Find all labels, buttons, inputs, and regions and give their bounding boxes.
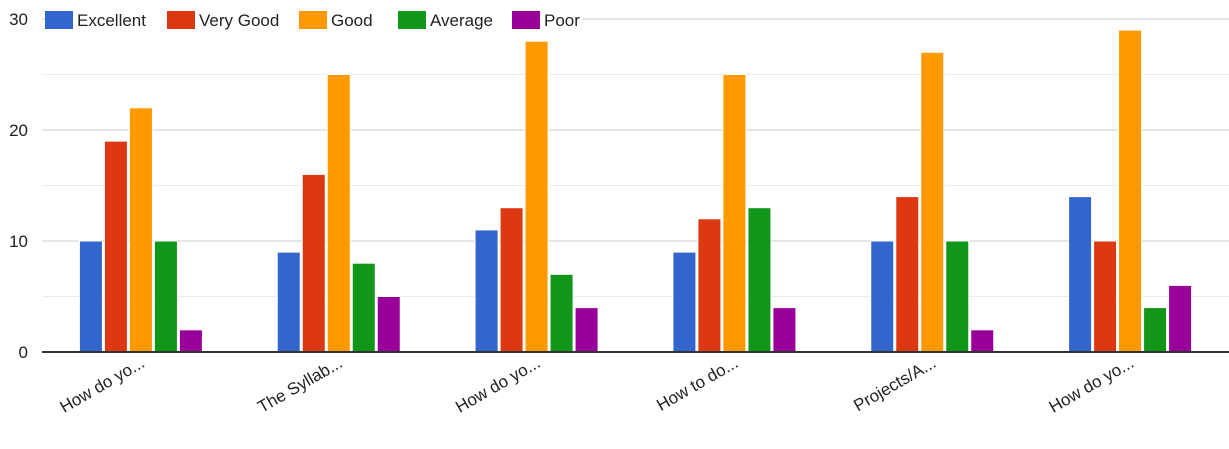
legend-swatch[interactable] [45, 11, 73, 29]
y-tick-label: 10 [9, 232, 28, 251]
bar-very-good[interactable] [301, 173, 326, 353]
legend-label[interactable]: Good [331, 11, 373, 30]
bar-excellent[interactable] [1068, 196, 1093, 353]
bar-poor[interactable] [970, 329, 995, 353]
legend-label[interactable]: Average [430, 11, 493, 30]
legend-label[interactable]: Excellent [77, 11, 146, 30]
legend-swatch[interactable] [167, 11, 195, 29]
bar-poor[interactable] [178, 329, 203, 353]
bar-poor[interactable] [1168, 284, 1193, 353]
legend-swatch[interactable] [398, 11, 426, 29]
y-tick-label: 0 [19, 343, 28, 362]
bar-average[interactable] [351, 262, 376, 353]
x-tick-label: How do yo... [452, 353, 543, 417]
bar-poor[interactable] [376, 296, 401, 353]
y-tick-label: 30 [9, 10, 28, 29]
bar-average[interactable] [153, 240, 178, 353]
bar-average[interactable] [747, 207, 772, 353]
bar-average[interactable] [549, 273, 574, 353]
x-tick-label: How do yo... [1046, 353, 1137, 417]
bar-very-good[interactable] [697, 218, 722, 353]
x-tick-label: The Syllab... [254, 353, 345, 417]
bar-very-good[interactable] [895, 196, 920, 353]
gridlines [42, 18, 1229, 297]
y-tick-label: 20 [9, 121, 28, 140]
legend-swatch[interactable] [299, 11, 327, 29]
legend[interactable]: Excellent Very Good Good Average Poor [45, 11, 582, 30]
bar-average[interactable] [1143, 307, 1168, 353]
bar-excellent[interactable] [78, 240, 103, 353]
bar-excellent[interactable] [870, 240, 895, 353]
bar-poor[interactable] [772, 307, 797, 353]
bar-excellent[interactable] [276, 251, 301, 353]
bar-good[interactable] [1118, 29, 1143, 353]
bar-good[interactable] [524, 40, 549, 353]
bar-good[interactable] [722, 74, 747, 353]
bar-very-good[interactable] [103, 140, 128, 353]
bar-good[interactable] [128, 107, 153, 353]
legend-swatch[interactable] [512, 11, 540, 29]
bar-excellent[interactable] [474, 229, 499, 353]
legend-label[interactable]: Very Good [199, 11, 279, 30]
bar-good[interactable] [326, 74, 351, 353]
bar-very-good[interactable] [499, 207, 524, 353]
x-tick-label: How do yo... [57, 353, 148, 417]
legend-label[interactable]: Poor [544, 11, 580, 30]
bar-average[interactable] [945, 240, 970, 353]
axes: 0 10 20 30 How do yo... The Syllab... How do y… [9, 10, 1229, 417]
x-tick-label: How to do... [653, 353, 741, 415]
bar-very-good[interactable] [1093, 240, 1118, 353]
bar-good[interactable] [920, 51, 945, 353]
x-tick-label: Projects/A... [850, 353, 939, 415]
bar-excellent[interactable] [672, 251, 697, 353]
bars [78, 29, 1193, 353]
bar-poor[interactable] [574, 307, 599, 353]
